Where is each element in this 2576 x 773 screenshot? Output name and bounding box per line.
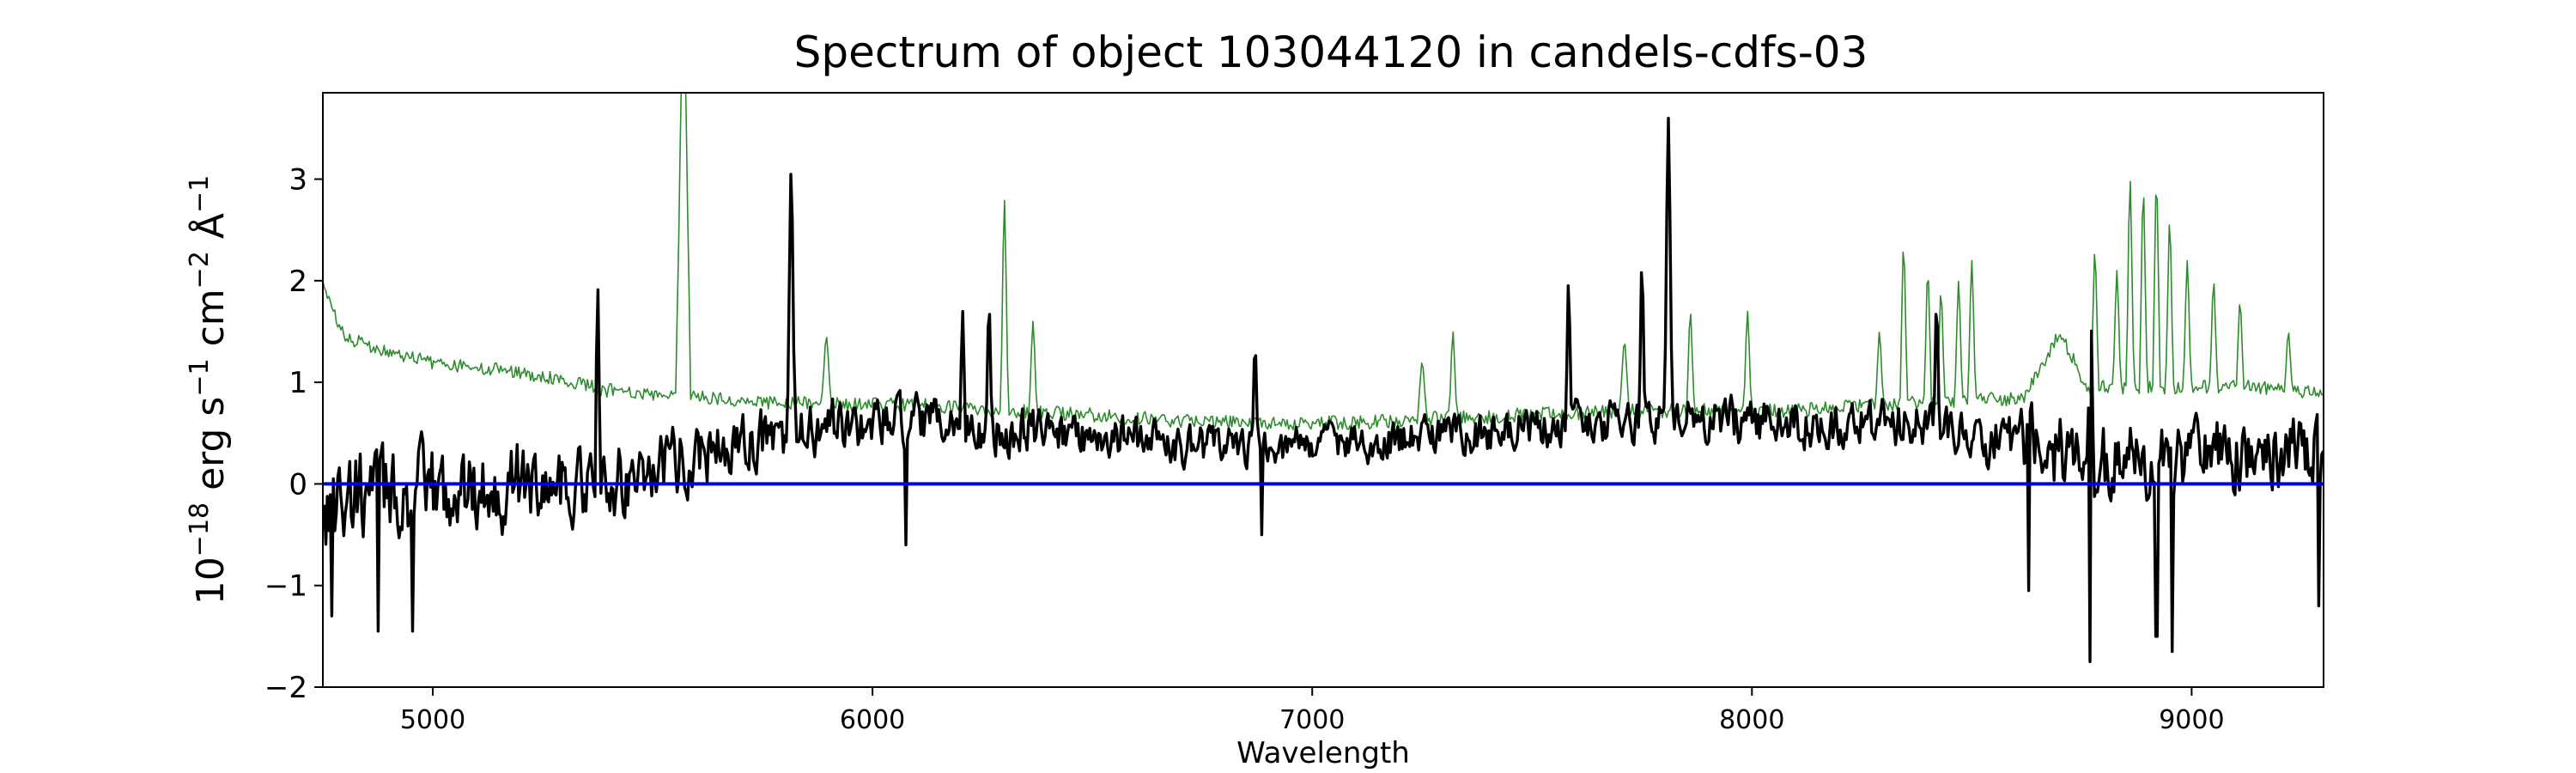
y-axis-ticks: −2 −1 0 1 2 3 [264, 163, 323, 705]
x-tick-label: 9000 [2159, 705, 2224, 735]
y-tick-label: 1 [289, 366, 307, 400]
y-tick-label: 3 [289, 163, 307, 198]
y-label-cm: cm [189, 289, 233, 358]
y-label-exp-angstrom: −1 [185, 175, 215, 213]
flux-series-line [323, 116, 2324, 664]
x-axis-label: Wavelength [1236, 736, 1410, 770]
y-tick-label: 0 [289, 467, 307, 502]
y-label-exp-18: −18 [185, 502, 215, 557]
plot-area [323, 93, 2324, 664]
x-tick-label: 8000 [1719, 705, 1784, 735]
x-tick-label: 6000 [840, 705, 905, 735]
x-axis-ticks: 5000 6000 7000 8000 9000 [400, 687, 2225, 735]
y-label-angstrom: Å [187, 213, 233, 251]
chart-title: Spectrum of object 103044120 in candels-… [794, 27, 1868, 77]
y-label-exp-1: −1 [185, 358, 215, 396]
y-label-erg: erg s [189, 397, 233, 502]
x-tick-label: 7000 [1279, 705, 1345, 735]
y-label-exp-2: −2 [185, 251, 215, 289]
error-series-line [323, 93, 2324, 431]
y-axis-label: 10−18 erg s−1 cm−2 Å−1 [185, 175, 233, 605]
y-tick-label: −1 [264, 569, 307, 604]
plot-frame [322, 92, 2324, 688]
y-label-base: 10 [189, 557, 233, 605]
x-tick-label: 5000 [400, 705, 465, 735]
y-tick-label: 2 [289, 265, 307, 299]
y-tick-label: −2 [264, 671, 307, 705]
